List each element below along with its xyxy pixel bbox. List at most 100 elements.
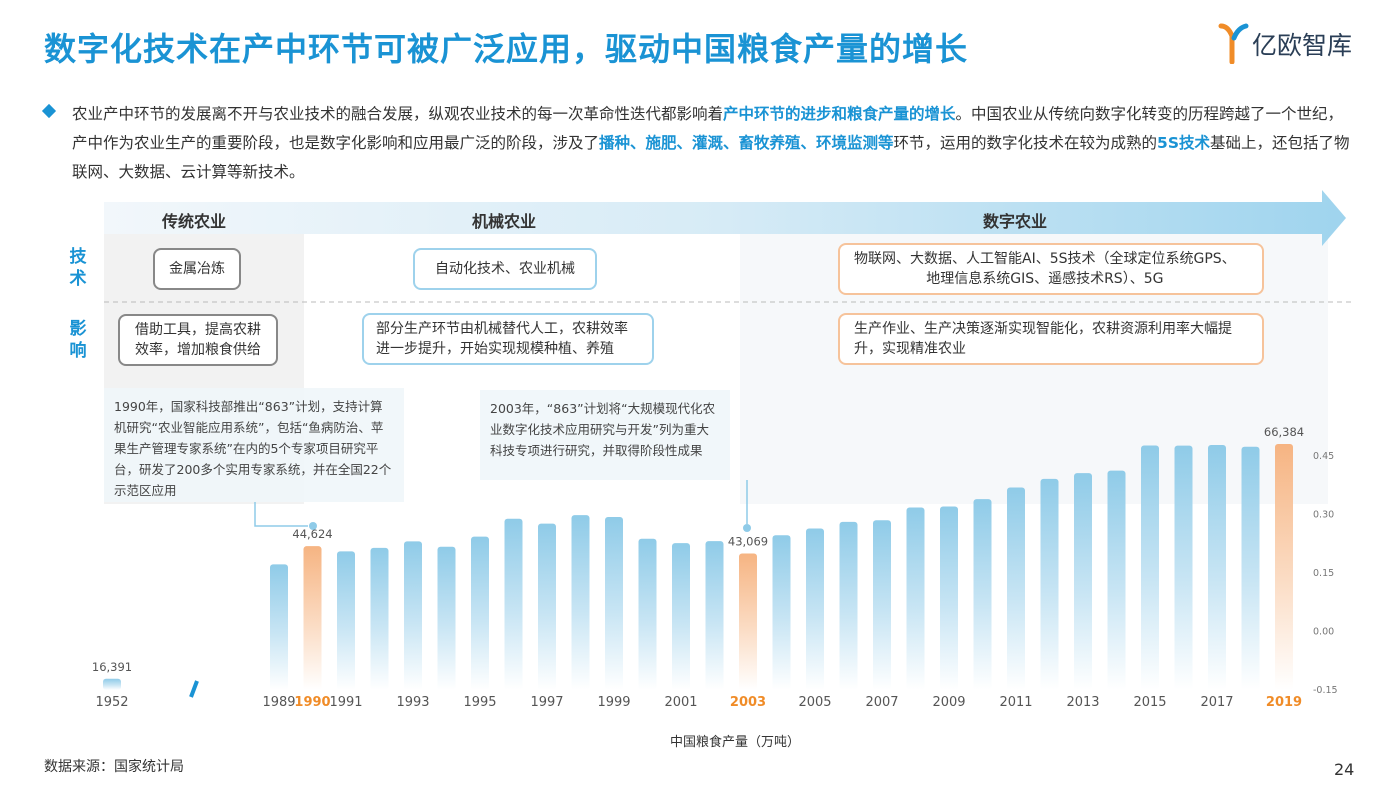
bar-2003 [739,553,757,690]
logo-icon [1218,23,1249,64]
tech-digital-line1: 物联网、大数据、人工智能AI、5S技术（全球定位系统GPS、 [854,251,1236,267]
bar-1998 [571,515,590,690]
y-tick-right-1: 0.30 [1313,510,1334,521]
bar-2001 [672,543,690,690]
logo-text: 亿欧智库 [1252,31,1353,60]
bar-2018 [1241,446,1260,690]
x-tick-1999: 1999 [597,695,630,710]
impact-mechanical-line1: 部分生产环节由机械替代人工，农耕效率 [376,321,628,337]
bar-1999 [605,517,623,690]
era-label-digital: 数字农业 [983,212,1048,231]
bar-2009 [940,506,958,690]
bar-2011 [1007,487,1025,690]
bar-1990 [303,546,322,690]
row-label-tech: 技术 [69,247,87,289]
row-label-impact: 影响 [69,319,87,361]
x-tick-2015: 2015 [1133,695,1166,710]
era-label-mechanical: 机械农业 [472,212,537,231]
callout-2003: 2003年，“863”计划将“大规模现代化农业数字化技术应用研究与开发”列为重大… [480,390,730,480]
bar-2008 [906,507,925,690]
x-tick-2001: 2001 [664,695,697,710]
x-tick-1993: 1993 [396,695,429,710]
bar-2005 [806,528,824,690]
data-label-1952: 16,391 [92,660,132,674]
logo: 亿欧智库 [1218,20,1368,66]
impact-digital-line2: 升，实现精准农业 [854,341,966,357]
data-label-2019: 66,384 [1264,425,1304,439]
tech-mechanical-box: 自动化技术、农业机械 [413,248,597,290]
bar-1989 [270,564,288,690]
summary-text: 农业产中环节的发展离不开与农业技术的融合发展，纵观农业技术的每一次革命性迭代都影… [72,100,1354,187]
bar-2010 [973,499,992,690]
bar-2013 [1074,473,1092,690]
bar-2007 [873,520,891,690]
y-tick-right-4: -0.15 [1313,685,1338,696]
x-tick-1995: 1995 [463,695,496,710]
impact-digital-box: 生产作业、生产决策逐渐实现智能化，农耕资源利用率大幅提 升，实现精准农业 [838,313,1264,365]
summary-segment: 基础上，还包括了物联网、大数据、云计算等新技术。 [72,134,1350,181]
tech-traditional-box: 金属冶炼 [153,248,241,290]
x-tick-2009: 2009 [932,695,965,710]
bar-2015 [1141,445,1159,690]
bar-1995 [471,536,489,690]
bar-2000 [638,538,657,690]
x-tick-2019: 2019 [1266,695,1302,710]
diamond-bullet-icon [41,103,57,119]
callout-1990-connector [254,502,308,527]
callout-2003-dot [743,524,751,532]
bar-1952 [103,678,121,690]
page-title: 数字化技术在产中环节可被广泛应用，驱动中国粮食产量的增长 [44,30,969,68]
x-axis-label: 中国粮食产量（万吨） [670,734,800,750]
x-tick-2007: 2007 [865,695,898,710]
tech-traditional-text: 金属冶炼 [169,261,225,277]
summary-segment: 农业产中环节的发展离不开与农业技术的融合发展，纵观农业技术的每一次革命性迭代都影… [72,105,724,123]
x-tick-2011: 2011 [999,695,1032,710]
callout-1990-dot [309,522,317,530]
summary-segment: 。中国农业从传统向数字化转变的历程跨越了一个世纪，产中作为农业生产的重要阶段，也… [72,105,1344,152]
era-label-traditional: 传统农业 [162,212,227,231]
tech-digital-line2: 地理信息系统GIS、遥感技术RS）、5G [926,271,1164,287]
x-tick-1989: 1989 [262,695,295,710]
bar-1997 [538,523,556,690]
impact-mechanical-box: 部分生产环节由机械替代人工，农耕效率 进一步提升，开始实现规模种植、养殖 [362,313,654,365]
x-tick-2003: 2003 [730,695,766,710]
page-number: 24 [1334,760,1355,779]
y-tick-right-3: 0.00 [1313,627,1334,638]
bar-2004 [772,535,791,690]
x-tick-2017: 2017 [1200,695,1233,710]
bar-2017 [1208,445,1226,690]
bar-1996 [504,518,523,690]
timeline-arrow [104,190,1346,246]
tech-mechanical-text: 自动化技术、农业机械 [435,261,575,277]
source-note: 数据来源：国家统计局 [44,759,184,775]
x-tick-1952: 1952 [95,695,128,710]
bar-1992 [370,547,389,690]
summary-segment: 环节，运用的数字化技术在较为成熟的 [893,134,1158,152]
x-tick-1990: 1990 [294,695,330,710]
impact-traditional-line2: 效率，增加粮食供给 [135,342,261,358]
y-axis-right-ticks-group: 0.45 0.30 0.15 0.00 -0.15 [1313,451,1338,696]
impact-traditional-line1: 借助工具，提高农耕 [135,322,261,338]
data-label-1990: 44,624 [292,527,332,541]
axis-break-marker [189,680,199,698]
summary-highlight: 产中环节的进步和粮食产量的增长 [723,105,956,123]
callout-1990: 1990年，国家科技部推出“863”计划，支持计算机研究“农业智能应用系统”，包… [104,388,404,502]
tech-digital-box: 物联网、大数据、人工智能AI、5S技术（全球定位系统GPS、 地理信息系统GIS… [838,243,1264,295]
y-tick-right-0: 0.45 [1313,451,1334,462]
bar-1993 [404,541,422,690]
impact-mechanical-line2: 进一步提升，开始实现规模种植、养殖 [376,341,614,357]
x-tick-2005: 2005 [798,695,831,710]
impact-traditional-box: 借助工具，提高农耕 效率，增加粮食供给 [118,314,278,366]
bar-1994 [437,546,456,690]
bar-2016 [1174,445,1193,690]
bar-2002 [705,541,724,690]
summary-highlight: 5S技术 [1157,134,1210,152]
bar-2006 [839,521,858,690]
data-label-2003: 43,069 [728,534,768,548]
x-tick-1991: 1991 [329,695,362,710]
bar-2012 [1040,478,1059,690]
bar-2014 [1107,470,1126,690]
impact-digital-line1: 生产作业、生产决策逐渐实现智能化，农耕资源利用率大幅提 [854,321,1232,337]
summary-paragraph: 农业产中环节的发展离不开与农业技术的融合发展，纵观农业技术的每一次革命性迭代都影… [41,100,1354,187]
